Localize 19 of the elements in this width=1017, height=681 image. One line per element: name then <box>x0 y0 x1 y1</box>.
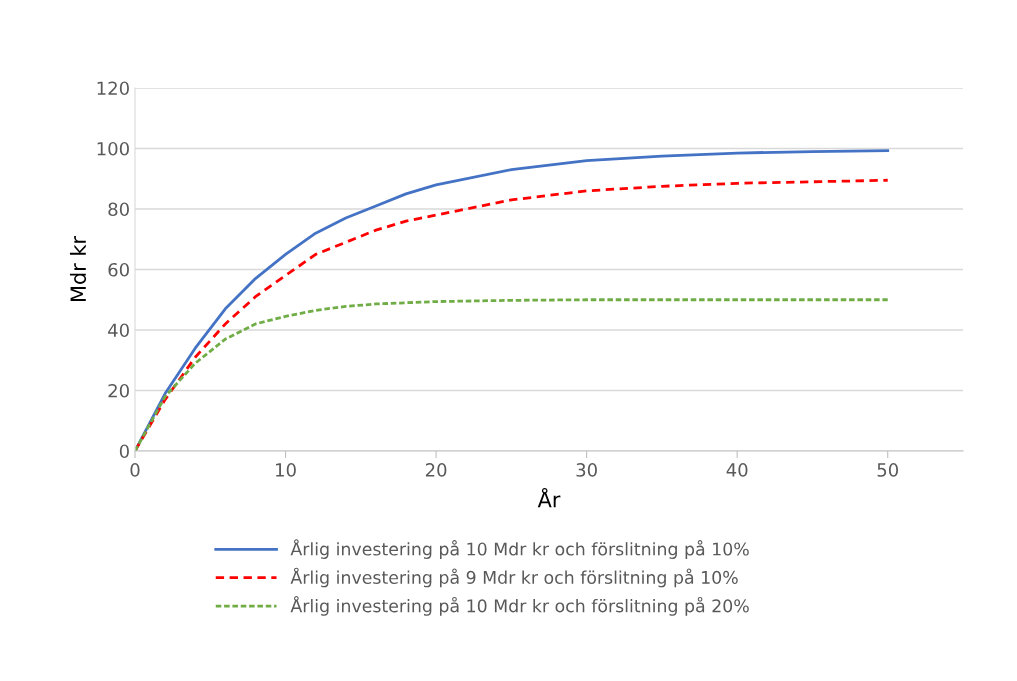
y-tick-label: 80 <box>108 202 129 217</box>
y-tick-label: 40 <box>108 323 129 338</box>
y-tick-label: 60 <box>108 262 129 277</box>
y-tick-label: 120 <box>97 81 129 96</box>
x-axis-title: År <box>537 487 561 508</box>
x-tick-label: 50 <box>877 463 899 477</box>
legend-label: Årlig investering på 10 Mdr kr och förslitning på 10% <box>290 539 749 559</box>
x-tick-label: 10 <box>276 463 296 477</box>
x-tick-label: 0 <box>130 463 140 477</box>
line-series <box>135 298 890 451</box>
y-tick-label: 20 <box>108 383 129 398</box>
x-tick-label: 40 <box>726 463 748 477</box>
legend-label: Årlig investering på 9 Mdr kr och förslitning på 10% <box>290 567 738 588</box>
x-tick-label: 30 <box>576 463 597 477</box>
x-tick-label: 20 <box>425 463 447 477</box>
legend-label: Årlig investering på 10 Mdr kr och förslitning på 20% <box>290 596 749 616</box>
y-axis-title: Mdr kr <box>69 235 87 301</box>
y-tick-label: 100 <box>97 141 129 156</box>
y-tick-label: 0 <box>119 444 129 459</box>
